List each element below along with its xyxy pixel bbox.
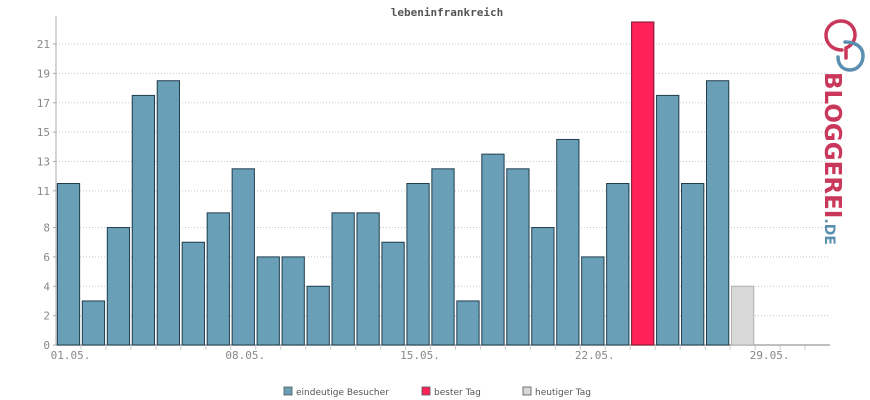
bar	[206, 212, 230, 346]
logo-suffix: .DE	[821, 218, 837, 245]
bar	[656, 94, 680, 346]
legend-label-today: heutiger Tag	[535, 388, 591, 398]
x-tick-label: 08.05.	[225, 349, 265, 362]
y-tick-label: 2	[43, 310, 50, 323]
y-tick-label: 6	[43, 251, 50, 264]
bar	[531, 227, 555, 346]
bar	[406, 183, 430, 346]
y-tick-label: 15	[37, 126, 50, 139]
bar	[256, 256, 280, 346]
chart-title: lebeninfrankreich	[391, 6, 504, 19]
bars	[56, 21, 755, 346]
bar	[106, 227, 131, 346]
bar	[456, 300, 480, 346]
bar	[81, 300, 106, 346]
bar	[181, 241, 205, 346]
bar	[131, 94, 156, 346]
y-tick-label: 11	[37, 185, 50, 198]
bar	[556, 138, 580, 346]
bar	[706, 80, 730, 346]
y-tick-label: 8	[43, 222, 50, 235]
y-tick-label: 19	[37, 67, 50, 80]
bar	[681, 183, 705, 346]
bar	[581, 256, 605, 346]
bloggerei-logo: BLOGGEREI.DE	[819, 19, 865, 245]
legend-swatch-today	[522, 386, 532, 396]
logo-brand: BLOGGEREI	[819, 72, 845, 218]
bar	[356, 212, 380, 346]
bar	[56, 183, 81, 346]
y-tick-label: 0	[43, 339, 50, 352]
bar-best-day	[631, 21, 655, 346]
bloggerei-logo-text: BLOGGEREI.DE	[819, 72, 845, 245]
y-tick-label: 13	[37, 155, 50, 168]
legend-label-best: bester Tag	[434, 388, 481, 398]
bar	[606, 183, 630, 346]
legend-swatch-visitors	[283, 386, 293, 396]
x-tick-label: 15.05.	[400, 349, 440, 362]
y-tick-labels: 0 2 4 6 8 11 13 15 17 19 21	[37, 38, 51, 352]
x-tick-labels: 01.05. 08.05. 15.05. 22.05. 29.05.	[51, 349, 790, 362]
bar	[506, 168, 530, 346]
bar	[381, 241, 405, 346]
bar	[481, 153, 505, 346]
bar	[306, 285, 330, 346]
legend-label-visitors: eindeutige Besucher	[296, 388, 389, 398]
bar	[431, 168, 455, 346]
x-tick-label: 29.05.	[750, 349, 790, 362]
bar	[156, 80, 180, 346]
x-tick-label: 22.05.	[575, 349, 615, 362]
bar	[231, 168, 255, 346]
y-tick-label: 4	[43, 280, 50, 293]
bloggerei-logo-icon	[824, 19, 865, 72]
y-tick-label: 17	[37, 97, 50, 110]
x-tick-label: 01.05.	[51, 349, 91, 362]
legend-swatch-best	[421, 386, 431, 396]
legend: eindeutige Besucher bester Tag heutiger Ta…	[283, 386, 591, 398]
y-tick-label: 21	[37, 38, 50, 51]
bar	[281, 256, 305, 346]
bar-today	[730, 285, 755, 346]
bar	[331, 212, 355, 346]
